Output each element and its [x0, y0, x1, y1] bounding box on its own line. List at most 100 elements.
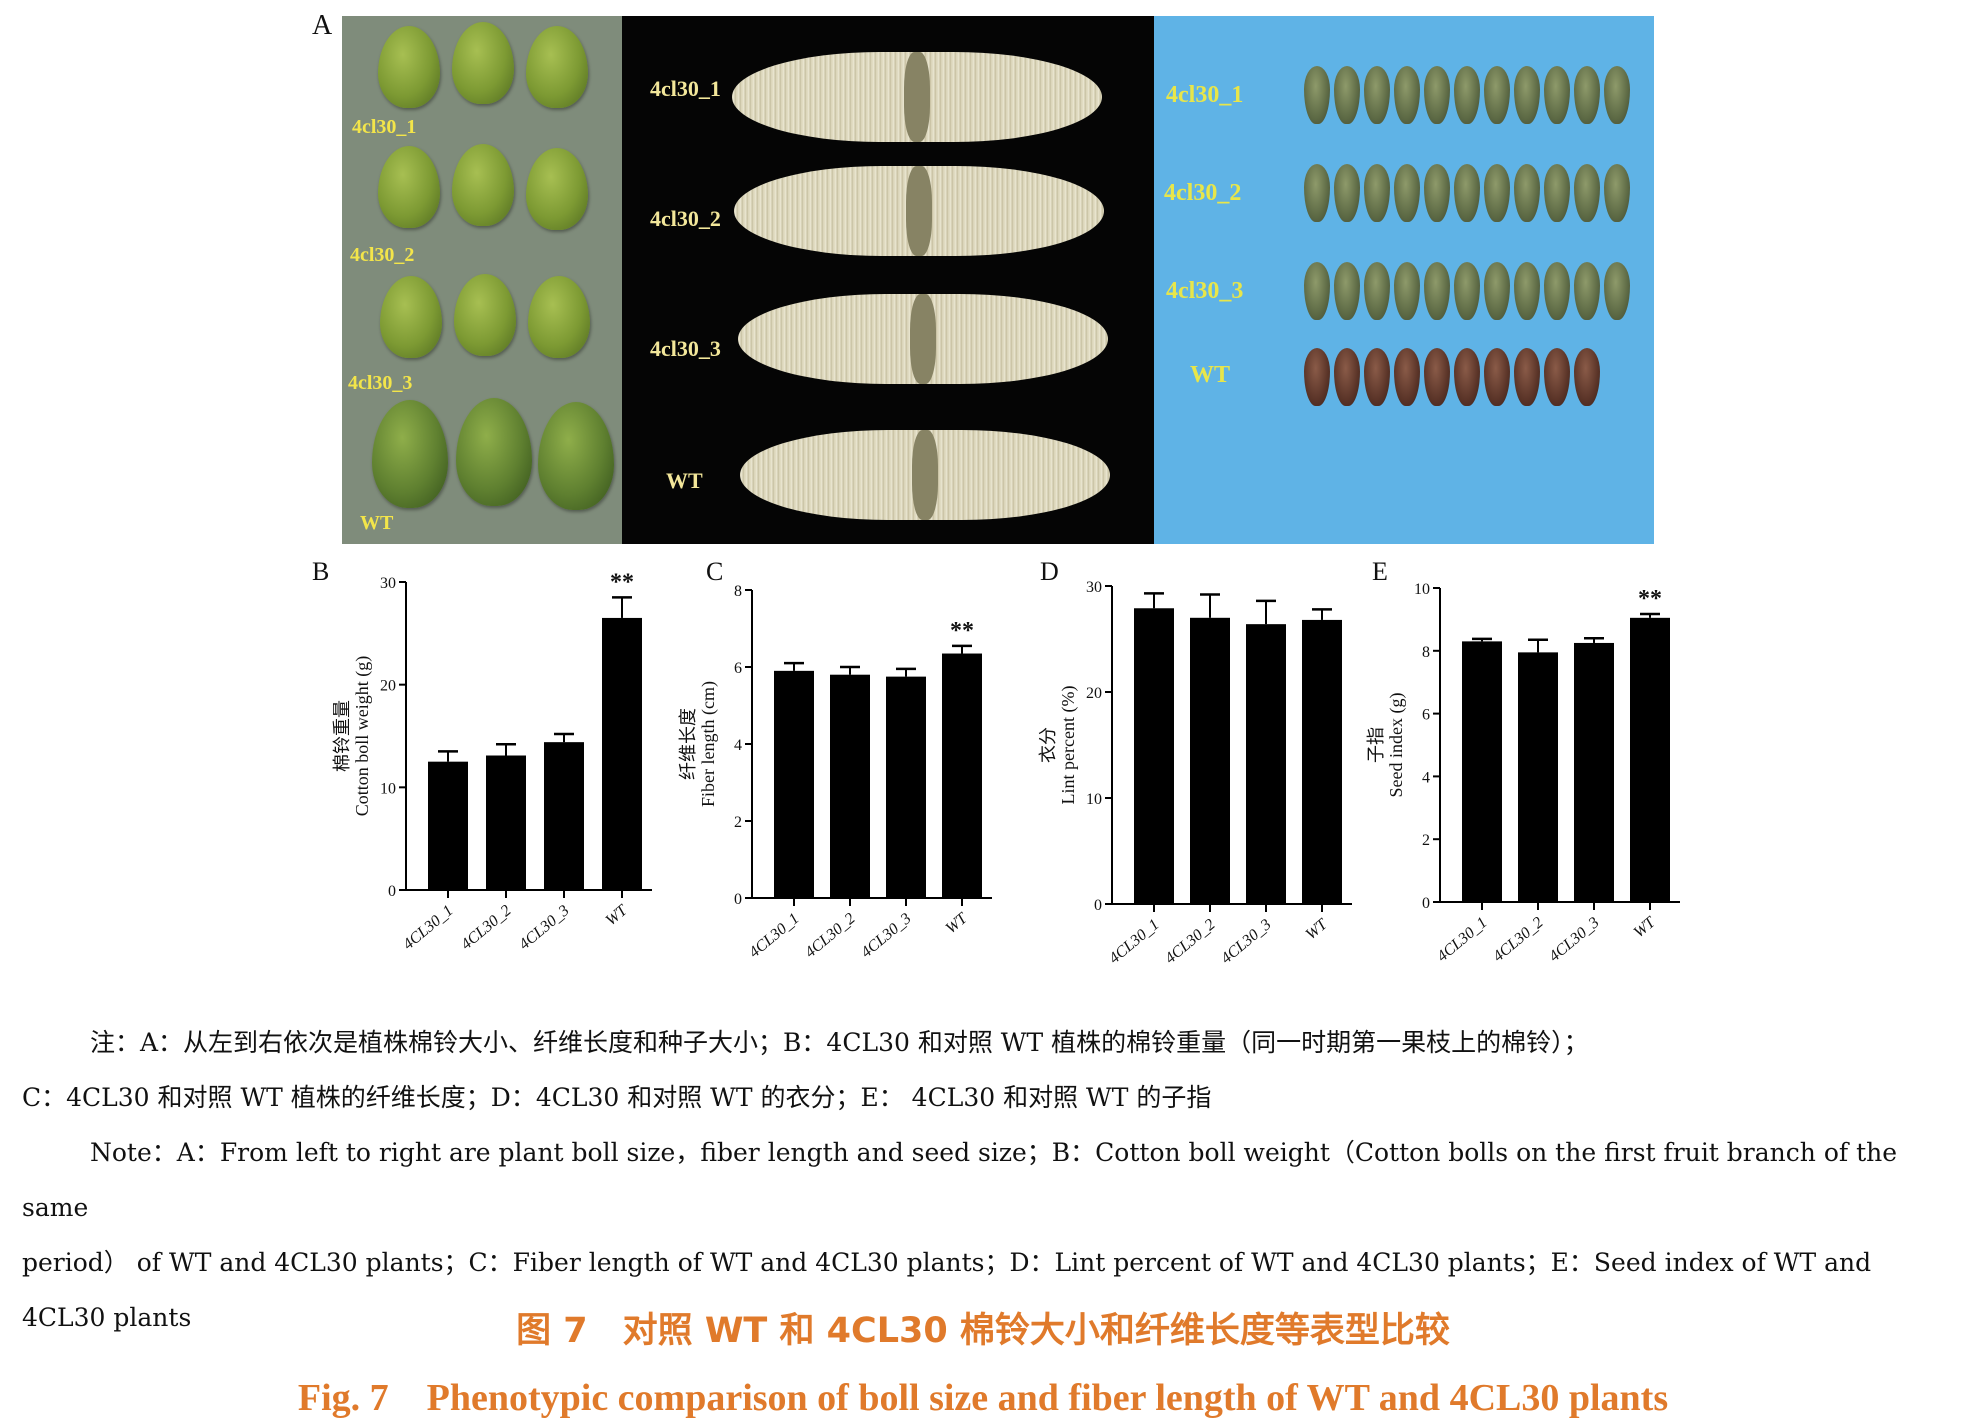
note-cn-line1: 注：A：从左到右依次是植株棉铃大小、纤维长度和种子大小；B：4CL30 和对照 …	[90, 1028, 1589, 1057]
note-cn-line2: C：4CL30 和对照 WT 植株的纤维长度；D：4CL30 和对照 WT 的衣…	[22, 1083, 1212, 1112]
x-tick-label: WT	[943, 909, 972, 937]
x-tick-label: WT	[603, 901, 632, 929]
x-tick-label: 4CL30_1	[400, 902, 457, 953]
seed	[1394, 164, 1420, 222]
y-tick-label: 6	[734, 660, 742, 677]
y-axis-label: Fiber length (cm)	[698, 681, 719, 807]
panel-letter: D	[1040, 557, 1059, 586]
seed	[1304, 66, 1330, 124]
seed	[1514, 348, 1540, 406]
seed	[1304, 262, 1330, 320]
seed	[1334, 164, 1360, 222]
x-tick-label: 4CL30_2	[1162, 916, 1219, 967]
seed	[1574, 66, 1600, 124]
bar	[1462, 641, 1502, 902]
seed	[1574, 164, 1600, 222]
seed	[1334, 66, 1360, 124]
figure-notes: 注：A：从左到右依次是植株棉铃大小、纤维长度和种子大小；B：4CL30 和对照 …	[22, 1015, 1946, 1345]
seed	[1484, 348, 1510, 406]
bar	[1134, 608, 1174, 904]
seed	[1514, 164, 1540, 222]
x-tick-label: 4CL30_3	[858, 910, 915, 961]
seed-label-3: 4cl30_3	[1166, 278, 1244, 304]
bar	[486, 755, 526, 890]
bar	[1246, 624, 1286, 904]
seed	[1454, 262, 1480, 320]
bar	[886, 676, 926, 898]
bar	[602, 617, 642, 890]
x-tick-label: 4CL30_1	[1434, 914, 1491, 965]
x-tick-label: 4CL30_2	[458, 902, 515, 953]
seed	[1604, 262, 1630, 320]
seed	[1484, 164, 1510, 222]
seed	[1424, 66, 1450, 124]
y-tick-label: 0	[734, 891, 742, 908]
y-tick-label: 0	[1094, 897, 1102, 914]
y-tick-label: 8	[734, 583, 742, 600]
caption-cn: 图 7 对照 WT 和 4CL30 棉铃大小和纤维长度等表型比较	[516, 1311, 1450, 1351]
seed	[1454, 66, 1480, 124]
seed	[1484, 262, 1510, 320]
y-axis-label-cn: 纤维长度	[678, 708, 698, 780]
x-tick-label: 4CL30_2	[802, 910, 859, 961]
seed	[1604, 164, 1630, 222]
bar	[830, 674, 870, 898]
y-tick-label: 4	[1422, 769, 1430, 786]
seed	[1424, 262, 1450, 320]
seed	[1364, 164, 1390, 222]
chart-boll-weight: B 0 10 20 30 棉铃重量 Cotton boll weight (g) 4CL30_…	[312, 557, 652, 953]
y-axis-label-cn: 棉铃重量	[332, 700, 352, 772]
seed	[1334, 262, 1360, 320]
fiber-label-2: 4cl30_2	[650, 206, 721, 231]
seed	[1454, 348, 1480, 406]
panel-letter: B	[312, 557, 329, 586]
seed-size-photo: 4cl30_1 4cl30_2 4cl30_3 WT	[1154, 16, 1654, 544]
fiber-label-1: 4cl30_1	[650, 76, 721, 101]
chart-lint-percent: D 0 10 20 30 衣分 Lint percent (%) 4CL30_1 4CL30_2…	[1038, 557, 1352, 967]
y-axis-label: Cotton boll weight (g)	[352, 656, 373, 817]
bar	[1302, 619, 1342, 904]
panel-a-letter: A	[312, 10, 333, 41]
seed	[1454, 164, 1480, 222]
y-axis-label: Seed index (g)	[1386, 693, 1407, 798]
fiber-length-photo: 4cl30_1 4cl30_2 4cl30_3 WT	[622, 16, 1154, 544]
x-tick-label: 4CL30_2	[1490, 914, 1547, 965]
x-tick-label: 4CL30_1	[746, 910, 803, 961]
boll-label-2: 4cl30_2	[350, 244, 415, 266]
seed	[1304, 348, 1330, 406]
fiber-label-3: 4cl30_3	[650, 336, 721, 361]
seed	[1544, 262, 1570, 320]
x-tick-label: 4CL30_1	[1106, 916, 1163, 967]
seed	[1574, 348, 1600, 406]
x-tick-label: WT	[1631, 913, 1660, 941]
y-tick-label: 6	[1422, 707, 1430, 724]
seed-label-1: 4cl30_1	[1166, 82, 1244, 108]
seed	[1604, 66, 1630, 124]
note-en-line1: Note：A：From left to right are plant boll…	[22, 1138, 1898, 1222]
caption-en: Fig. 7 Phenotypic comparison of boll siz…	[297, 1377, 1669, 1419]
seed	[1394, 262, 1420, 320]
y-axis-label-cn: 衣分	[1038, 727, 1058, 763]
seed	[1514, 262, 1540, 320]
y-tick-label: 20	[380, 678, 396, 695]
boll-label-wt: WT	[360, 512, 394, 534]
note-en-line2: period） of WT and 4CL30 plants；C：Fiber l…	[22, 1248, 1872, 1277]
seed-label-wt: WT	[1190, 362, 1231, 388]
y-axis-label: Lint percent (%)	[1058, 686, 1079, 805]
x-tick-label: 4CL30_3	[516, 902, 573, 953]
y-tick-label: 0	[388, 883, 396, 900]
y-tick-label: 30	[380, 575, 396, 592]
seed	[1544, 66, 1570, 124]
seed	[1424, 348, 1450, 406]
bar	[1190, 617, 1230, 904]
seed	[1364, 348, 1390, 406]
note-en-line3: 4CL30 plants	[22, 1303, 192, 1332]
chart-seed-index: E 0 2 4 6 8 10 子指 Seed index (g) 4CL30_1 4CL30_2 4C…	[1366, 557, 1680, 965]
seed	[1544, 348, 1570, 406]
seed	[1334, 348, 1360, 406]
x-tick-label: 4CL30_3	[1218, 916, 1275, 967]
y-tick-label: 10	[380, 780, 396, 797]
seed-label-2: 4cl30_2	[1164, 180, 1242, 206]
y-tick-label: 20	[1086, 685, 1102, 702]
